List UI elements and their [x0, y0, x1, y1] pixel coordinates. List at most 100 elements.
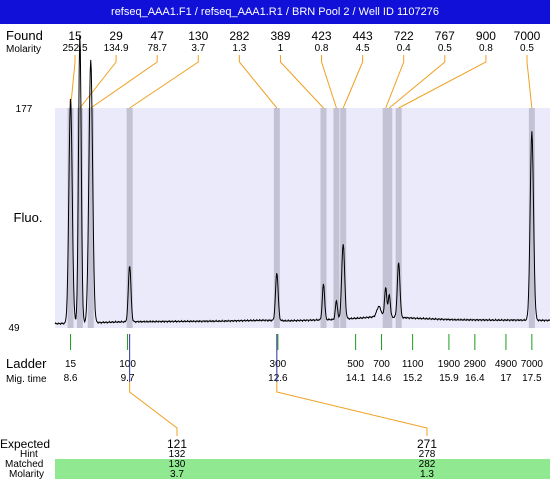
found-molarity: 134.9 [104, 43, 129, 54]
found-connector [70, 55, 76, 109]
ladder-size: 7000 [521, 359, 544, 370]
found-connector [90, 55, 158, 109]
found-connector [321, 55, 337, 109]
found-connector [398, 55, 487, 109]
peak-band [528, 108, 535, 328]
found-connector [526, 55, 533, 109]
ladder-size: 100 [119, 359, 136, 370]
fluo-axis-label: Fluo. [14, 210, 43, 225]
ladder-size: 1900 [438, 359, 461, 370]
found-size: 722 [394, 29, 414, 43]
found-peak-labels: 15252.529134.94778.71303.72821.338914230… [62, 29, 540, 54]
ladder-label: Ladder [6, 356, 47, 371]
found-size: 15 [68, 29, 82, 43]
ladder-size: 1100 [402, 359, 424, 370]
window-title: refseq_AAA1.F1 / refseq_AAA1.R1 / BRN Po… [111, 6, 439, 18]
found-connector [385, 55, 405, 109]
found-molarity: 0.4 [397, 43, 411, 54]
y-max-label: 177 [16, 104, 33, 115]
ladder-time: 14.1 [346, 373, 366, 384]
ladder-size: 4900 [495, 359, 518, 370]
found-molarity: 0.5 [520, 43, 534, 54]
peak-band [395, 108, 402, 328]
found-connector [79, 55, 117, 109]
peak-band [273, 108, 280, 328]
ladder-time: 8.6 [64, 373, 78, 384]
found-size: 130 [188, 29, 208, 43]
expected-hint: 132 [169, 449, 186, 460]
expected-molarity: 1.3 [420, 469, 434, 480]
ladder-time: 17.5 [522, 373, 542, 384]
found-molarity: 3.7 [191, 43, 205, 54]
peak-band [76, 108, 83, 328]
expected-hint: 278 [419, 449, 436, 460]
ladder-time: 14.6 [372, 373, 392, 384]
ladder-markers: 15 8.6 100 9.7 300 12.6 500 14.1 700 14.6 1100 15.2… [64, 334, 544, 384]
y-min-label: 49 [8, 323, 20, 334]
expected-matched: 130 [169, 459, 186, 470]
mig-time-label: Mig. time [6, 374, 47, 385]
found-connectors [70, 55, 533, 109]
found-molarity: 1.3 [232, 43, 246, 54]
ladder-time: 15.9 [439, 373, 459, 384]
expected-molarity: 3.7 [170, 469, 184, 480]
expected-connectors [129, 334, 428, 436]
peak-bands [67, 108, 535, 328]
peak-band [382, 108, 389, 328]
peak-band [87, 108, 94, 328]
peak-band [340, 108, 347, 328]
found-molarity: 0.8 [479, 43, 493, 54]
molarity-label: Molarity [6, 44, 41, 55]
found-molarity: 252.5 [62, 43, 87, 54]
expected-size: 121 [167, 437, 187, 451]
found-label: Found [6, 28, 43, 43]
found-molarity: 0.8 [315, 43, 329, 54]
expected-label: Expected [0, 437, 50, 451]
window-title-bar: refseq_AAA1.F1 / refseq_AAA1.R1 / BRN Po… [0, 0, 550, 24]
found-size: 7000 [514, 29, 541, 43]
molarity-bottom-label: Molarity [9, 469, 44, 480]
ladder-size: 2900 [464, 359, 487, 370]
ladder-time: 17 [500, 373, 512, 384]
found-connector [129, 55, 199, 109]
expected-matched: 282 [419, 459, 436, 470]
ladder-size: 15 [65, 359, 77, 370]
ladder-size: 300 [270, 359, 287, 370]
peak-band [67, 108, 74, 328]
found-size: 282 [229, 29, 249, 43]
ladder-time: 16.4 [465, 373, 485, 384]
found-connector [389, 55, 446, 109]
ladder-time: 15.2 [403, 373, 423, 384]
found-connector [238, 55, 278, 109]
plot-area [55, 108, 550, 328]
ladder-time: 12.6 [268, 373, 288, 384]
peak-band [126, 108, 133, 328]
ladder-time: 9.7 [121, 373, 135, 384]
expected-connector [129, 382, 178, 436]
found-size: 389 [270, 29, 290, 43]
found-molarity: 1 [278, 43, 284, 54]
matched-highlight [55, 459, 550, 479]
expected-connector [276, 382, 428, 436]
found-size: 900 [476, 29, 496, 43]
found-size: 29 [109, 29, 123, 43]
peak-band [320, 108, 327, 328]
hint-label: Hint [20, 449, 38, 460]
fluorescence-trace [54, 35, 550, 326]
found-molarity: 4.5 [356, 43, 370, 54]
ladder-size: 500 [347, 359, 364, 370]
matched-label: Matched [5, 459, 43, 470]
peak-band [386, 108, 393, 328]
found-molarity: 78.7 [147, 43, 167, 54]
found-size: 767 [435, 29, 455, 43]
found-size: 423 [312, 29, 332, 43]
peak-band [333, 108, 340, 328]
found-connector [342, 55, 364, 109]
expected-size: 271 [417, 437, 437, 451]
found-size: 47 [151, 29, 165, 43]
ladder-size: 700 [373, 359, 390, 370]
found-connector [279, 55, 324, 109]
found-size: 443 [353, 29, 373, 43]
